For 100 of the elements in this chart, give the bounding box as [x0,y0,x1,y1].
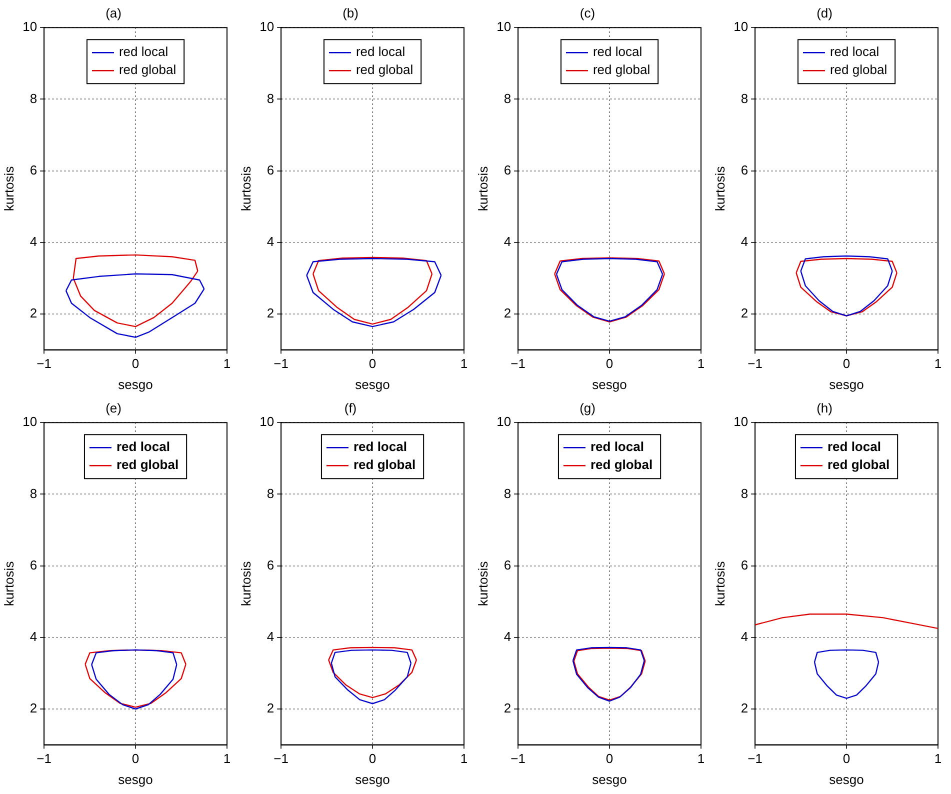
x-tick-label: 0 [606,356,614,372]
y-tick-label: 4 [740,628,748,644]
x-tick-label: 0 [368,751,376,766]
x-tick-label: 1 [697,356,705,372]
x-tick-label: 0 [842,751,850,766]
x-tick-label: −1 [748,356,762,372]
y-axis-title: kurtosis [1,166,16,212]
y-tick-label: 6 [504,162,512,178]
x-tick-label: 1 [934,751,942,766]
legend-label: red local [590,439,644,454]
y-axis-title: kurtosis [475,166,490,212]
chart-title: (h) [816,400,832,416]
y-tick-label: 10 [734,19,748,34]
y-tick-label: 2 [740,700,748,716]
x-axis-title: sesgo [829,376,864,392]
x-tick-label: −1 [510,751,526,766]
y-tick-label: 6 [30,557,38,572]
legend-label: red local [118,44,168,60]
chart-title: (g) [580,400,596,416]
y-tick-label: 8 [740,486,748,501]
y-tick-label: 4 [30,234,38,249]
y-tick-label: 8 [30,486,38,501]
chart-title: (a) [106,5,122,20]
y-tick-label: 2 [504,700,512,716]
y-tick-label: 10 [734,414,748,430]
legend-label: red global [356,62,414,78]
x-axis-title: sesgo [355,376,390,392]
y-tick-label: 4 [266,234,274,249]
x-tick-label: 0 [606,751,614,766]
y-tick-label: 2 [30,306,38,321]
chart-title: (c) [580,5,596,20]
y-tick-label: 8 [266,90,274,106]
x-tick-label: 1 [223,751,231,766]
x-tick-label: 1 [223,356,231,372]
y-tick-label: 6 [266,557,274,572]
y-tick-label: 10 [22,414,38,430]
y-axis-title: kurtosis [1,560,16,606]
x-axis-title: sesgo [118,376,153,392]
y-axis-title: kurtosis [475,560,490,606]
y-tick-label: 4 [504,234,512,249]
legend-label: red global [827,457,890,472]
legend-label: red local [353,439,407,454]
y-tick-label: 2 [266,306,274,321]
legend-label: red global [592,62,650,78]
x-tick-label: 0 [132,751,140,766]
x-axis-title: sesgo [592,376,627,392]
x-tick-label: 0 [842,356,850,372]
legend-label: red global [118,62,176,78]
legend-label: red global [830,62,888,78]
y-tick-label: 6 [504,557,512,572]
y-tick-label: 10 [496,19,512,34]
x-axis-title: sesgo [829,772,864,787]
y-tick-label: 2 [504,306,512,321]
legend-label: red local [592,44,642,60]
x-tick-label: 1 [460,356,468,372]
y-tick-label: 4 [266,628,274,644]
y-tick-label: 8 [740,90,748,106]
x-tick-label: −1 [274,356,288,372]
chart-title: (d) [816,5,832,20]
legend-label: red local [827,439,881,454]
y-tick-label: 10 [260,414,274,430]
x-tick-label: 0 [368,356,376,372]
y-axis-title: kurtosis [238,166,254,212]
x-axis-title: sesgo [592,772,627,787]
x-tick-label: −1 [274,751,288,766]
y-tick-label: 8 [504,90,512,106]
legend-label: red local [356,44,406,60]
y-tick-label: 2 [266,700,274,716]
x-tick-label: −1 [36,356,52,372]
legend-label: red local [116,439,170,454]
y-tick-label: 8 [30,90,38,106]
y-axis-title: kurtosis [712,166,728,212]
y-tick-label: 6 [740,557,748,572]
y-tick-label: 4 [30,628,38,644]
y-tick-label: 4 [740,234,748,249]
x-tick-label: 1 [934,356,942,372]
x-tick-label: 0 [132,356,140,372]
x-tick-label: −1 [510,356,526,372]
x-tick-label: −1 [36,751,52,766]
legend-label: red local [830,44,880,60]
y-tick-label: 6 [740,162,748,178]
y-tick-label: 6 [266,162,274,178]
x-axis-title: sesgo [118,772,153,787]
x-tick-label: −1 [748,751,762,766]
chart-title: (e) [106,400,122,416]
x-tick-label: 1 [460,751,468,766]
y-axis-title: kurtosis [712,560,728,606]
y-tick-label: 8 [504,486,512,501]
y-tick-label: 2 [30,700,38,716]
y-tick-label: 10 [496,414,512,430]
legend-label: red global [116,457,179,472]
chart-title: (b) [342,5,358,20]
chart-title: (f) [344,400,357,416]
y-tick-label: 2 [740,306,748,321]
y-tick-label: 10 [260,19,274,34]
y-tick-label: 10 [22,19,38,34]
x-axis-title: sesgo [355,772,390,787]
y-tick-label: 6 [30,162,38,178]
y-tick-label: 4 [504,628,512,644]
y-axis-title: kurtosis [238,560,254,606]
